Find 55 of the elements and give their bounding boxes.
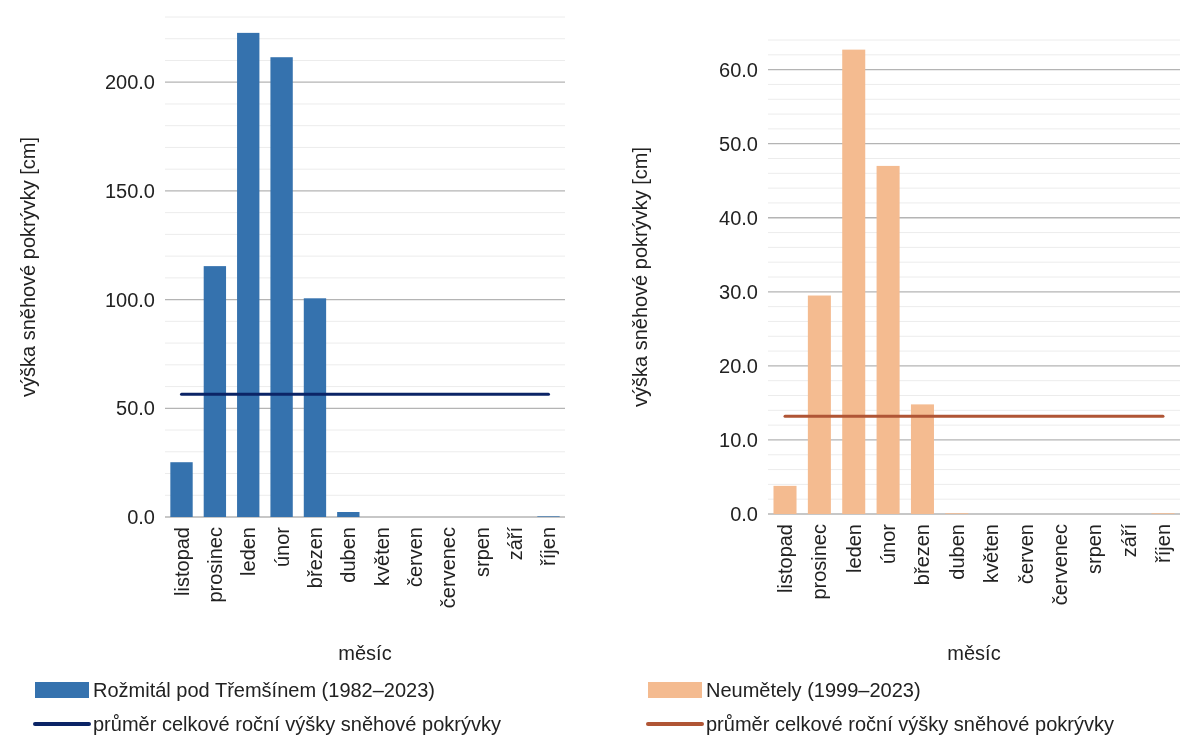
bar xyxy=(270,57,293,517)
x-tick-label: březen xyxy=(911,524,934,586)
x-tick-label: únor xyxy=(270,526,293,568)
legend-label: průměr celkové roční výšky sněhové pokrývky xyxy=(93,713,501,735)
x-tick-label: duben xyxy=(337,527,360,583)
x-tick-label: srpen xyxy=(470,527,493,578)
y-tick-label: 0.0 xyxy=(730,503,758,525)
x-tick-label: květen xyxy=(370,527,393,586)
bar xyxy=(876,165,900,514)
x-tick-label: červenec xyxy=(1048,524,1071,606)
bar xyxy=(303,298,327,517)
legend-label: Neumětely (1999–2023) xyxy=(706,679,921,701)
y-tick-label: 150.0 xyxy=(104,179,155,202)
legend-label: Rožmitál pod Třemšínem (1982–2023) xyxy=(93,679,436,701)
y-tick-label: 50.0 xyxy=(116,397,155,420)
y-axis-title: výška sněhové pokrývky [cm] xyxy=(629,146,651,408)
x-axis-title: měsíc xyxy=(338,642,392,664)
bar xyxy=(807,295,831,514)
bar xyxy=(910,404,934,514)
x-tick-label: srpen xyxy=(1083,524,1106,575)
y-tick-label: 50.0 xyxy=(719,132,758,155)
bar xyxy=(842,49,866,514)
x-tick-label: březen xyxy=(303,527,326,589)
x-tick-label: listopad xyxy=(774,524,797,593)
x-tick-label: září xyxy=(1117,523,1140,558)
x-tick-label: duben xyxy=(945,524,968,580)
x-tick-label: únor xyxy=(877,523,900,565)
y-tick-label: 20.0 xyxy=(719,354,758,377)
x-tick-label: září xyxy=(504,526,527,561)
x-tick-label: prosinec xyxy=(808,524,831,600)
y-tick-label: 60.0 xyxy=(719,58,758,81)
x-tick-label: leden xyxy=(237,527,260,576)
y-tick-label: 40.0 xyxy=(719,206,758,229)
bar xyxy=(337,512,360,517)
bar xyxy=(170,462,193,517)
y-tick-label: 30.0 xyxy=(719,280,758,303)
bar xyxy=(203,266,227,517)
y-tick-label: 0.0 xyxy=(127,506,155,528)
x-tick-label: říjen xyxy=(1151,524,1174,563)
y-tick-label: 100.0 xyxy=(104,288,155,311)
bar xyxy=(773,485,797,514)
x-tick-label: prosinec xyxy=(203,527,226,603)
x-tick-label: červenec xyxy=(437,527,460,609)
x-tick-label: červen xyxy=(1014,524,1037,585)
x-tick-label: říjen xyxy=(537,527,560,566)
legend-label: průměr celkové roční výšky sněhové pokrývky xyxy=(706,713,1114,735)
x-tick-label: červen xyxy=(404,527,427,588)
x-axis-title: měsíc xyxy=(947,642,1001,664)
bar xyxy=(237,32,260,517)
x-tick-label: květen xyxy=(980,524,1003,583)
x-tick-label: leden xyxy=(842,524,865,573)
y-tick-label: 200.0 xyxy=(104,71,155,94)
y-tick-label: 10.0 xyxy=(719,428,758,451)
x-tick-label: listopad xyxy=(170,527,193,596)
y-axis-title: výška sněhové pokrývky [cm] xyxy=(17,136,39,398)
